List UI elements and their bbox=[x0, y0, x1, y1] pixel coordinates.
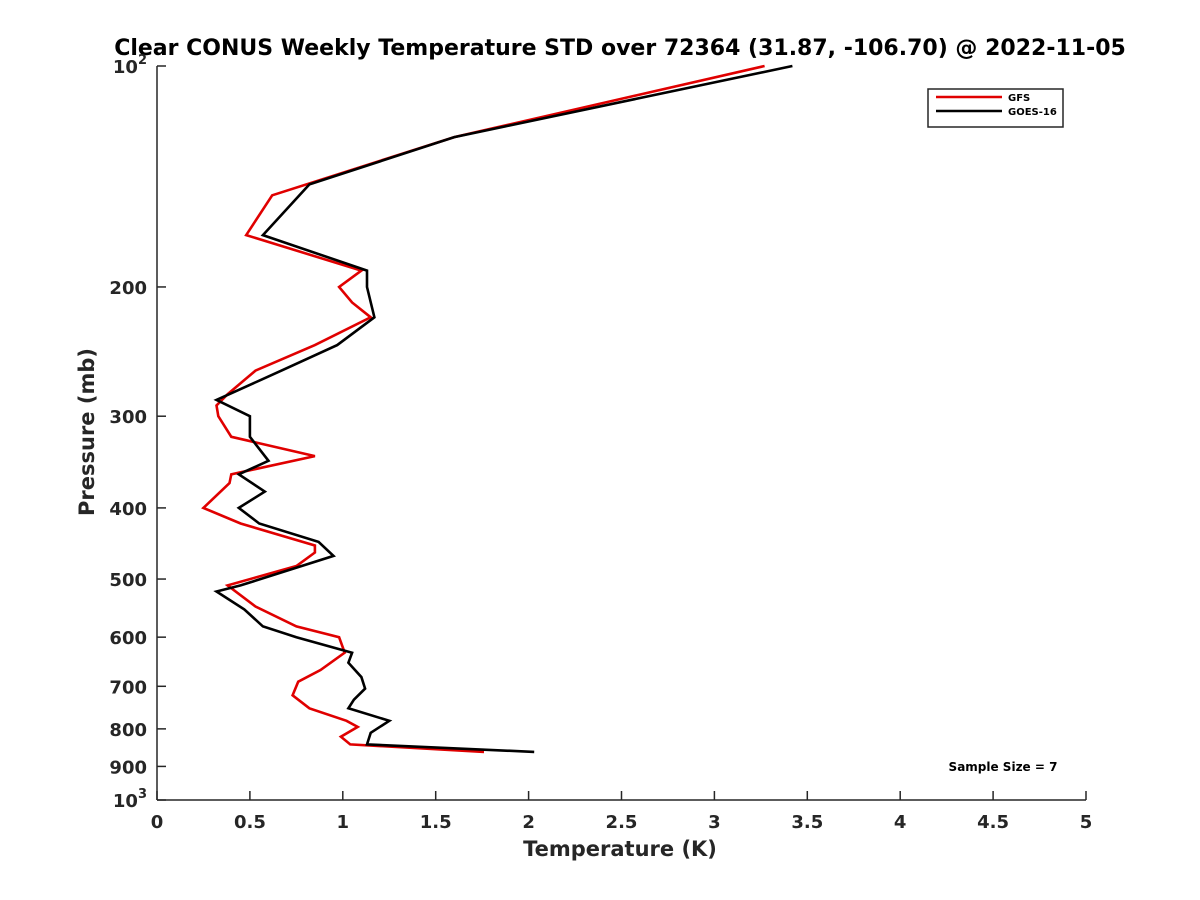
y-tick-label: 102 bbox=[113, 53, 147, 78]
series-line-gfs bbox=[201, 64, 765, 754]
legend: GFS GOES-16 bbox=[927, 88, 1064, 128]
series-line-goes-16 bbox=[213, 64, 793, 754]
series-group bbox=[201, 64, 793, 754]
y-tick-label: 700 bbox=[109, 677, 147, 698]
x-tick-label: 5 bbox=[1080, 812, 1093, 833]
y-tick-label: 600 bbox=[109, 628, 147, 649]
x-axis-label: Temperature (K) bbox=[523, 837, 717, 861]
legend-box bbox=[927, 88, 1064, 128]
y-tick-label: 103 bbox=[113, 787, 147, 812]
x-tick-label: 3 bbox=[708, 812, 721, 833]
x-tick-label: 1 bbox=[337, 812, 350, 833]
x-tick-label: 2 bbox=[522, 812, 535, 833]
x-tick-label: 0 bbox=[151, 812, 164, 833]
chart-title: Clear CONUS Weekly Temperature STD over … bbox=[114, 36, 1126, 61]
legend-label-goes-16: GOES-16 bbox=[1008, 107, 1057, 118]
y-tick-label: 500 bbox=[109, 570, 147, 591]
y-tick-label: 800 bbox=[109, 720, 147, 741]
y-axis: 102 200 300 400 500 600 700 800 900 103 bbox=[109, 53, 166, 812]
x-tick-label: 4 bbox=[894, 812, 907, 833]
legend-label-gfs: GFS bbox=[1008, 93, 1030, 104]
x-tick-label: 2.5 bbox=[606, 812, 638, 833]
x-tick-label: 3.5 bbox=[791, 812, 823, 833]
y-tick-label: 300 bbox=[109, 407, 147, 428]
y-tick-label: 400 bbox=[109, 499, 147, 520]
x-axis: 0 0.5 1 1.5 2 2.5 3 3.5 4 4.5 5 bbox=[151, 791, 1093, 833]
x-tick-label: 1.5 bbox=[420, 812, 452, 833]
sample-size-annotation: Sample Size = 7 bbox=[949, 760, 1058, 774]
y-tick-label: 900 bbox=[109, 757, 147, 778]
y-tick-label: 200 bbox=[109, 278, 147, 299]
y-axis-label: Pressure (mb) bbox=[75, 348, 99, 516]
x-tick-label: 0.5 bbox=[234, 812, 266, 833]
x-tick-label: 4.5 bbox=[977, 812, 1009, 833]
